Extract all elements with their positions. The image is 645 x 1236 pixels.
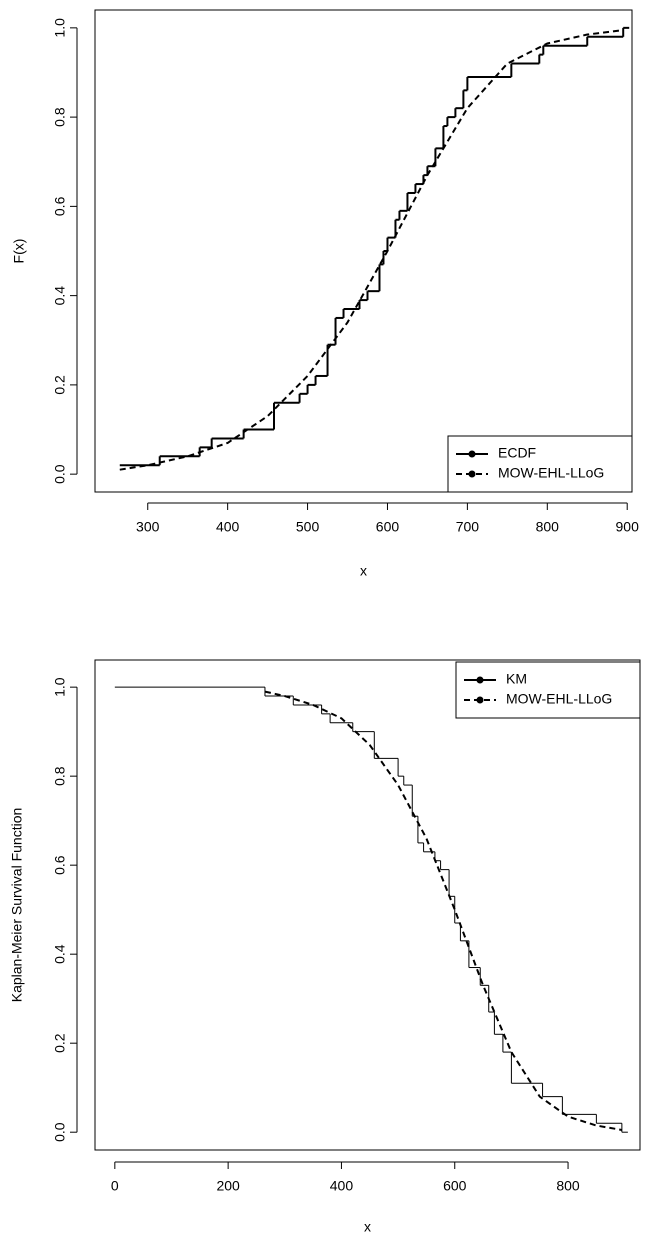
y-tick-label: 1.0 [52, 18, 68, 38]
y-tick-label: 0.6 [52, 196, 68, 216]
x-tick-label: 300 [136, 519, 160, 535]
y-tick-label: 0.6 [52, 855, 68, 875]
legend-box [447, 435, 633, 493]
y-axis-label: Kaplan-Meier Survival Function [9, 808, 25, 1003]
legend-dot [468, 450, 476, 458]
chart: 0 200 400 600 800 0.0 0.2 0.4 0.6 0.8 1.0 x Kaplan-M… [9, 659, 641, 1235]
legend-dot [476, 696, 484, 704]
legend-dot [468, 470, 476, 478]
x-tick-label: 400 [330, 1178, 354, 1194]
fitted-curve [119, 29, 624, 471]
x-tick-label: 700 [456, 519, 480, 535]
y-tick-label: 0.2 [52, 1033, 68, 1053]
plot-frame [94, 9, 633, 493]
x-tick-label: 500 [296, 519, 320, 535]
y-tick-label: 0.4 [52, 286, 68, 306]
x-axis-label: x [364, 1219, 371, 1235]
x-tick-label: 200 [216, 1178, 240, 1194]
chart: 300 400 500 600 700 800 900 0.0 0.2 0.4 0.6 0.8 1.0 x… [11, 9, 640, 579]
legend-label: MOW-EHL-LLoG [506, 691, 612, 707]
y-axis-label: F(x) [11, 239, 27, 264]
x-axis-label: x [360, 563, 367, 579]
x-tick-label: 0 [111, 1178, 119, 1194]
x-tick-label: 600 [443, 1178, 467, 1194]
x-tick-label: 900 [616, 519, 640, 535]
y-tick-label: 0.8 [52, 766, 68, 786]
legend-label: ECDF [498, 445, 536, 461]
x-tick-label: 600 [376, 519, 400, 535]
x-tick-label: 800 [556, 1178, 580, 1194]
legend-label: MOW-EHL-LLoG [498, 465, 604, 481]
y-tick-label: 0.2 [52, 375, 68, 395]
legend-dot [476, 676, 484, 684]
y-tick-label: 1.0 [52, 677, 68, 697]
legend-label: KM [506, 671, 527, 687]
fitted-curve [264, 690, 623, 1131]
y-tick-label: 0.4 [52, 944, 68, 964]
y-tick-label: 0.0 [52, 464, 68, 484]
x-tick-label: 800 [536, 519, 560, 535]
y-tick-label: 0.8 [52, 107, 68, 127]
y-tick-label: 0.0 [52, 1122, 68, 1142]
plot-frame [94, 659, 641, 1151]
x-tick-label: 400 [216, 519, 240, 535]
legend-box [455, 661, 641, 719]
